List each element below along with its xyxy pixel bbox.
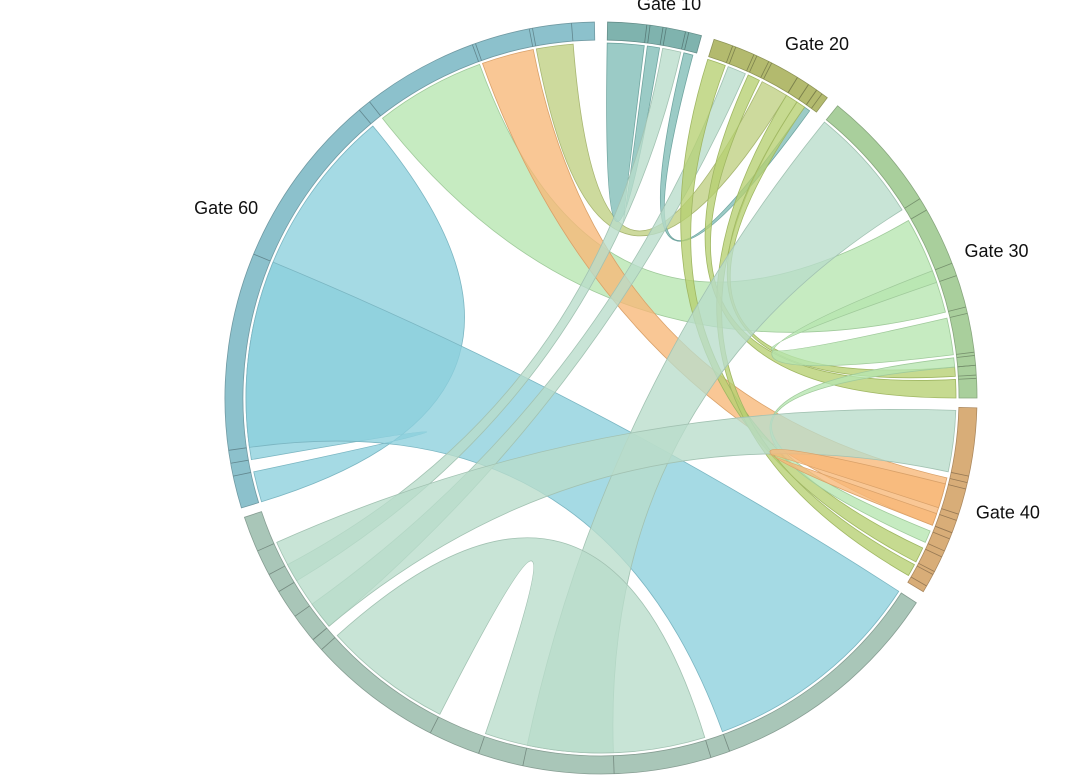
arc-tick-g20-8: [749, 55, 758, 73]
arc-tick-g40-9: [951, 472, 969, 477]
arc-tick-g40-5: [910, 576, 927, 587]
group-arc-g10: [606, 21, 702, 54]
arc-tick-g30-11: [939, 275, 957, 282]
arc-tick-g60-7: [472, 44, 479, 62]
arc-tick-g30-0: [910, 209, 927, 220]
group-label-layer: Gate 10 Gate 20 Gate 30 Gate 40 Gate 50 Gate …: [194, 0, 1040, 782]
arc-tick-g50-3: [268, 565, 286, 575]
arc-tick-g50-6: [613, 755, 615, 774]
arc-tick-g30-12: [956, 355, 975, 358]
ribbon-g60-g20-4: [535, 43, 788, 237]
ribbon-g20-g40-9: [680, 58, 924, 563]
arc-tick-g30-8: [949, 313, 968, 318]
group-arc-g30: [825, 105, 978, 399]
group-arc-g40: [907, 406, 978, 593]
arc-tick-g20-9: [760, 61, 770, 78]
arc-tick-g50-5: [294, 605, 310, 617]
arc-tick-g30-1: [948, 306, 966, 312]
arc-tick-g50-7: [522, 748, 527, 766]
ribbon-g30-g30-14: [771, 270, 954, 367]
arc-tick-g20-12: [798, 84, 809, 100]
ribbon-g60-g30-2: [381, 63, 946, 333]
arc-tick-g10-6: [684, 32, 690, 50]
group-arc-g50: [243, 511, 917, 775]
group-label-g10: Gate 10: [637, 0, 701, 14]
arc-tick-g60-5: [253, 253, 271, 262]
arc-tick-g50-12: [429, 716, 439, 734]
arc-tick-g50-8: [312, 627, 328, 640]
ribbon-g40-g40-17: [768, 448, 946, 526]
arc-tick-g60-0: [230, 459, 249, 464]
arc-tick-g20-3: [811, 93, 823, 109]
arc-tick-g20-10: [787, 77, 798, 93]
arc-tick-g60-9: [528, 28, 534, 47]
arc-tick-g50-2: [278, 582, 295, 592]
arc-tick-g10-2: [647, 25, 651, 44]
arc-tick-g10-5: [681, 31, 686, 50]
arc-tick-g30-7: [904, 198, 921, 209]
group-arc-layer: [224, 21, 978, 775]
ribbon-g60-g50-1: [245, 261, 900, 733]
arc-tick-g60-10: [532, 28, 537, 47]
group-label-g20: Gate 20: [785, 34, 849, 54]
arc-tick-g10-4: [662, 27, 667, 46]
arc-tick-g20-4: [728, 46, 737, 64]
group-label-g30: Gate 30: [964, 241, 1028, 261]
ribbon-g50-g50-18: [336, 537, 706, 754]
arc-tick-g60-8: [475, 43, 482, 61]
arc-tick-g60-3: [233, 472, 251, 477]
arc-tick-g60-11: [571, 23, 574, 42]
arc-tick-g40-2: [925, 548, 942, 558]
arc-tick-g50-10: [705, 740, 712, 758]
arc-tick-g20-0: [763, 62, 773, 80]
arc-tick-g50-1: [723, 734, 730, 752]
arc-tick-g50-11: [478, 736, 485, 754]
arc-tick-g40-0: [949, 478, 968, 483]
arc-tick-g30-5: [958, 374, 977, 377]
arc-tick-g60-6: [369, 101, 381, 117]
arc-tick-g10-1: [644, 24, 648, 43]
arc-tick-g20-5: [746, 54, 755, 72]
arc-tick-g50-13: [321, 637, 336, 650]
arc-tick-g50-9: [257, 543, 275, 552]
group-label-g50: Gate 50: [474, 780, 538, 782]
arc-tick-g40-13: [935, 525, 953, 534]
arc-tick-g40-12: [939, 514, 957, 521]
arc-tick-g10-3: [659, 27, 664, 45]
arc-tick-g30-2: [958, 377, 977, 380]
arc-tick-g40-4: [916, 565, 934, 575]
ribbon-g20-g30-10: [704, 74, 957, 399]
ribbon-g10-g10-5: [606, 42, 661, 223]
ribbon-g30-g40-15: [769, 357, 956, 543]
arc-tick-g30-13: [957, 364, 976, 368]
arc-tick-g30-9: [956, 351, 975, 355]
ribbon-layer: [245, 42, 957, 754]
arc-tick-g30-10: [935, 262, 953, 271]
arc-tick-g40-7: [927, 543, 945, 552]
group-label-g60: Gate 60: [194, 198, 258, 218]
arc-tick-g20-7: [725, 45, 734, 63]
arc-tick-g60-4: [228, 447, 247, 451]
group-arc-g60: [224, 21, 596, 509]
group-label-g40: Gate 40: [976, 503, 1040, 523]
arc-tick-g60-1: [359, 109, 372, 125]
arc-tick-g40-10: [948, 484, 966, 490]
arc-tick-g40-11: [941, 508, 959, 515]
arc-tick-g40-3: [918, 562, 935, 572]
arc-tick-g40-6: [932, 531, 950, 540]
arc-tick-g20-13: [806, 89, 817, 105]
